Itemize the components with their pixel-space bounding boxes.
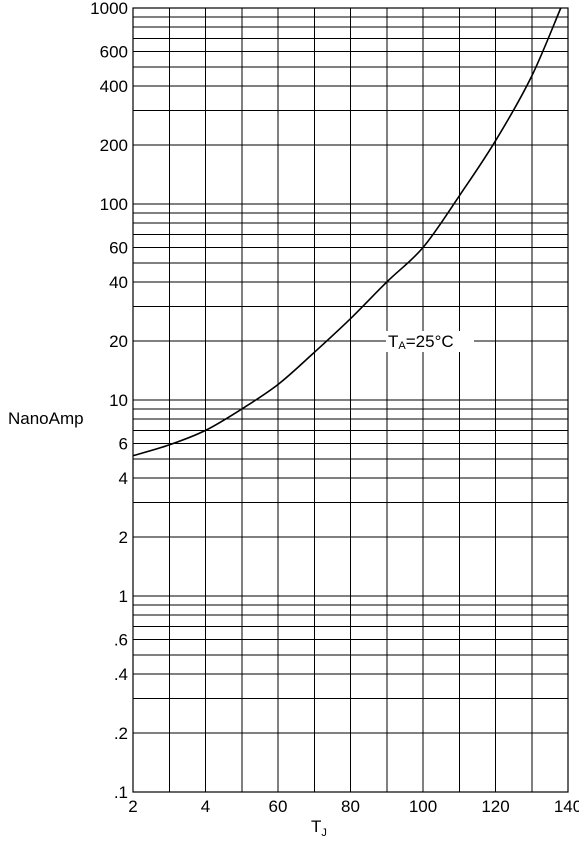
x-axis-label-main: T (311, 817, 321, 836)
x-tick-label: 100 (409, 797, 437, 816)
y-tick-label: 40 (109, 273, 128, 292)
annotation-rest: =25°C (406, 332, 454, 351)
annotation-label: TA=25°C (388, 332, 454, 352)
y-tick-label: 200 (100, 136, 128, 155)
x-tick-label: 2 (128, 797, 137, 816)
y-tick-label: .6 (114, 630, 128, 649)
x-axis-label: TJ (311, 817, 327, 839)
x-tick-label: 80 (341, 797, 360, 816)
x-tick-labels: 2 4 60 80 100 120 140 (128, 797, 579, 816)
y-tick-label: 400 (100, 77, 128, 96)
x-tick-label: 4 (201, 797, 210, 816)
y-tick-label: 2 (119, 528, 128, 547)
x-tick-label: 120 (481, 797, 509, 816)
y-tick-label: 1000 (90, 0, 128, 18)
y-axis-label: NanoAmp (8, 409, 84, 428)
y-tick-label: 600 (100, 42, 128, 61)
y-tick-label: 60 (109, 238, 128, 257)
y-tick-label: 4 (119, 469, 128, 488)
x-tick-label: 60 (269, 797, 288, 816)
y-tick-labels: .1 .2 .4 .6 1 2 4 6 10 20 40 60 100 200 400 600 1000 (90, 0, 128, 802)
annotation-backdrop (386, 330, 474, 352)
y-tick-label: .1 (114, 783, 128, 802)
plot-frame (132, 7, 569, 793)
y-tick-label: 100 (100, 195, 128, 214)
annotation-subscript: A (398, 340, 406, 352)
x-tick-label: 140 (554, 797, 579, 816)
annotation-main: T (388, 332, 398, 351)
y-tick-label: 1 (119, 587, 128, 606)
series-layer (132, 7, 562, 457)
y-tick-label: 6 (119, 434, 128, 453)
series-line (132, 7, 562, 457)
y-tick-label: 20 (109, 332, 128, 351)
annotations: TA=25°C (386, 330, 474, 352)
y-tick-label: .2 (114, 724, 128, 743)
y-tick-label: .4 (114, 665, 128, 684)
grid (132, 7, 569, 793)
x-axis-label-subscript: J (321, 827, 327, 839)
y-tick-label: 10 (109, 391, 128, 410)
